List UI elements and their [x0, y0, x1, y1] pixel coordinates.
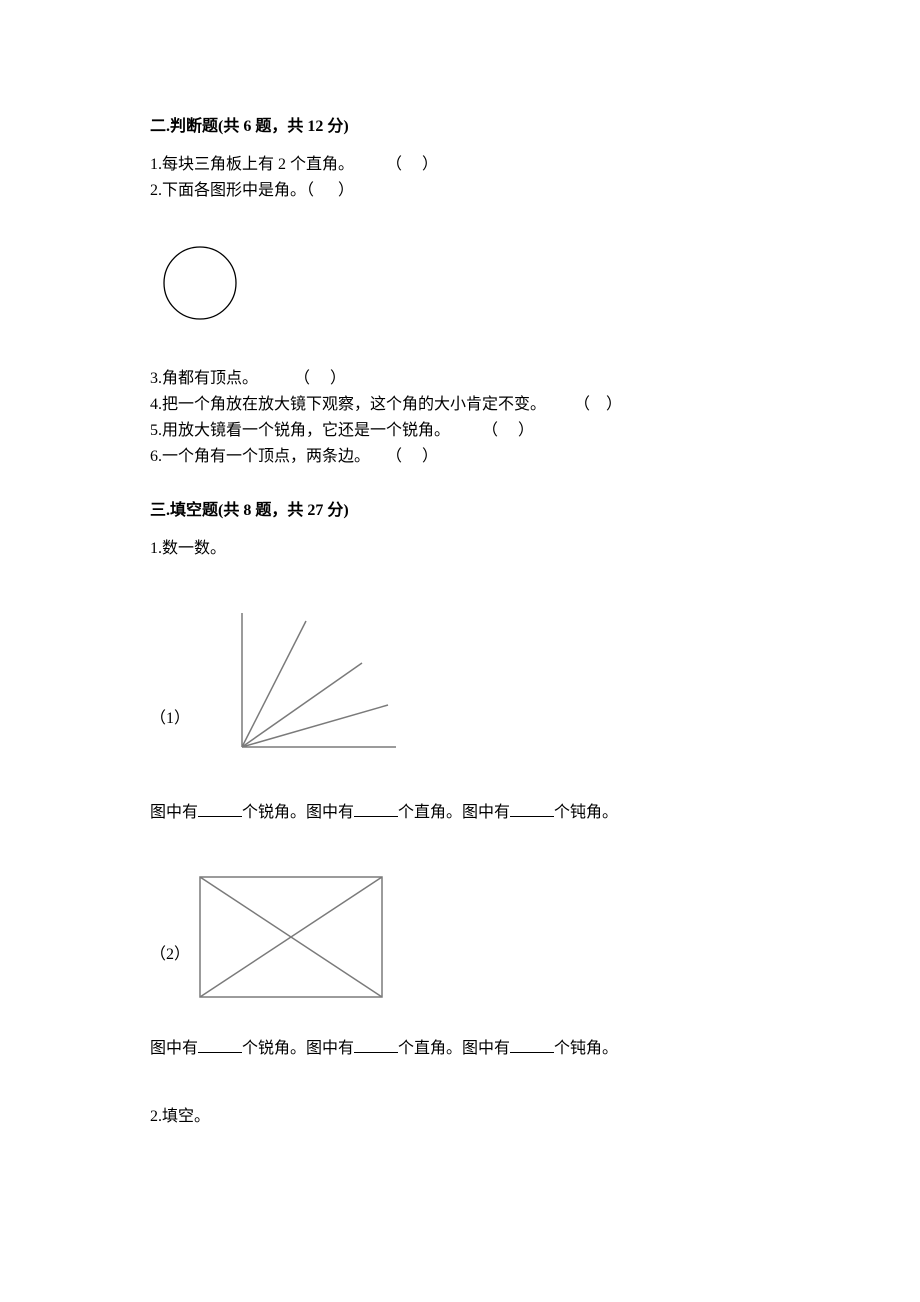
circle-figure [160, 243, 790, 327]
section-3-heading: 三.填空题(共 8 题，共 27 分) [150, 499, 790, 523]
fig-row-1: （1） [150, 605, 790, 765]
fig-row-2: （2） [150, 873, 790, 1001]
s3-q1-stem: 1.数一数。 [150, 537, 790, 561]
circle-svg [160, 243, 250, 327]
s3-q1-sub2: （2） [150, 873, 790, 1001]
blank [354, 1038, 398, 1053]
s2-q6: 6.一个角有一个顶点，两条边。 （ ） [150, 445, 790, 469]
txt: 个锐角。图中有 [242, 1040, 354, 1057]
s2-q3: 3.角都有顶点。 （ ） [150, 367, 790, 391]
txt: 个锐角。图中有 [242, 804, 354, 821]
txt: 个直角。图中有 [398, 804, 510, 821]
fan-svg [196, 605, 406, 765]
section-2-heading: 二.判断题(共 6 题，共 12 分) [150, 115, 790, 139]
blank [510, 1038, 554, 1053]
s3-q2-stem: 2.填空。 [150, 1105, 790, 1129]
blank [354, 802, 398, 817]
sub2-blank-sentence: 图中有 个锐角。图中有 个直角。图中有 个钝角。 [150, 1037, 790, 1061]
s2-q5: 5.用放大镜看一个锐角，它还是一个锐角。 （ ） [150, 419, 790, 443]
txt: 图中有 [150, 804, 198, 821]
txt: 图中有 [150, 1040, 198, 1057]
blank [510, 802, 554, 817]
blank [198, 802, 242, 817]
txt: 个钝角。 [554, 804, 618, 821]
s2-q4: 4.把一个角放在放大镜下观察，这个角的大小肯定不变。 （ ） [150, 393, 790, 417]
s2-q1: 1.每块三角板上有 2 个直角。 （ ） [150, 153, 790, 177]
txt: 个直角。图中有 [398, 1040, 510, 1057]
sub1-blank-sentence: 图中有 个锐角。图中有 个直角。图中有 个钝角。 [150, 801, 790, 825]
rect-svg [196, 873, 386, 1001]
s2-q2: 2.下面各图形中是角。（ ） [150, 179, 790, 203]
page: 二.判断题(共 6 题，共 12 分) 1.每块三角板上有 2 个直角。 （ ）… [0, 0, 920, 1302]
page-content: 二.判断题(共 6 题，共 12 分) 1.每块三角板上有 2 个直角。 （ ）… [150, 115, 790, 1129]
sub1-label: （1） [150, 707, 190, 731]
txt: 个钝角。 [554, 1040, 618, 1057]
s3-q1-sub1: （1） [150, 605, 790, 765]
sub2-label: （2） [150, 943, 190, 967]
blank [198, 1038, 242, 1053]
